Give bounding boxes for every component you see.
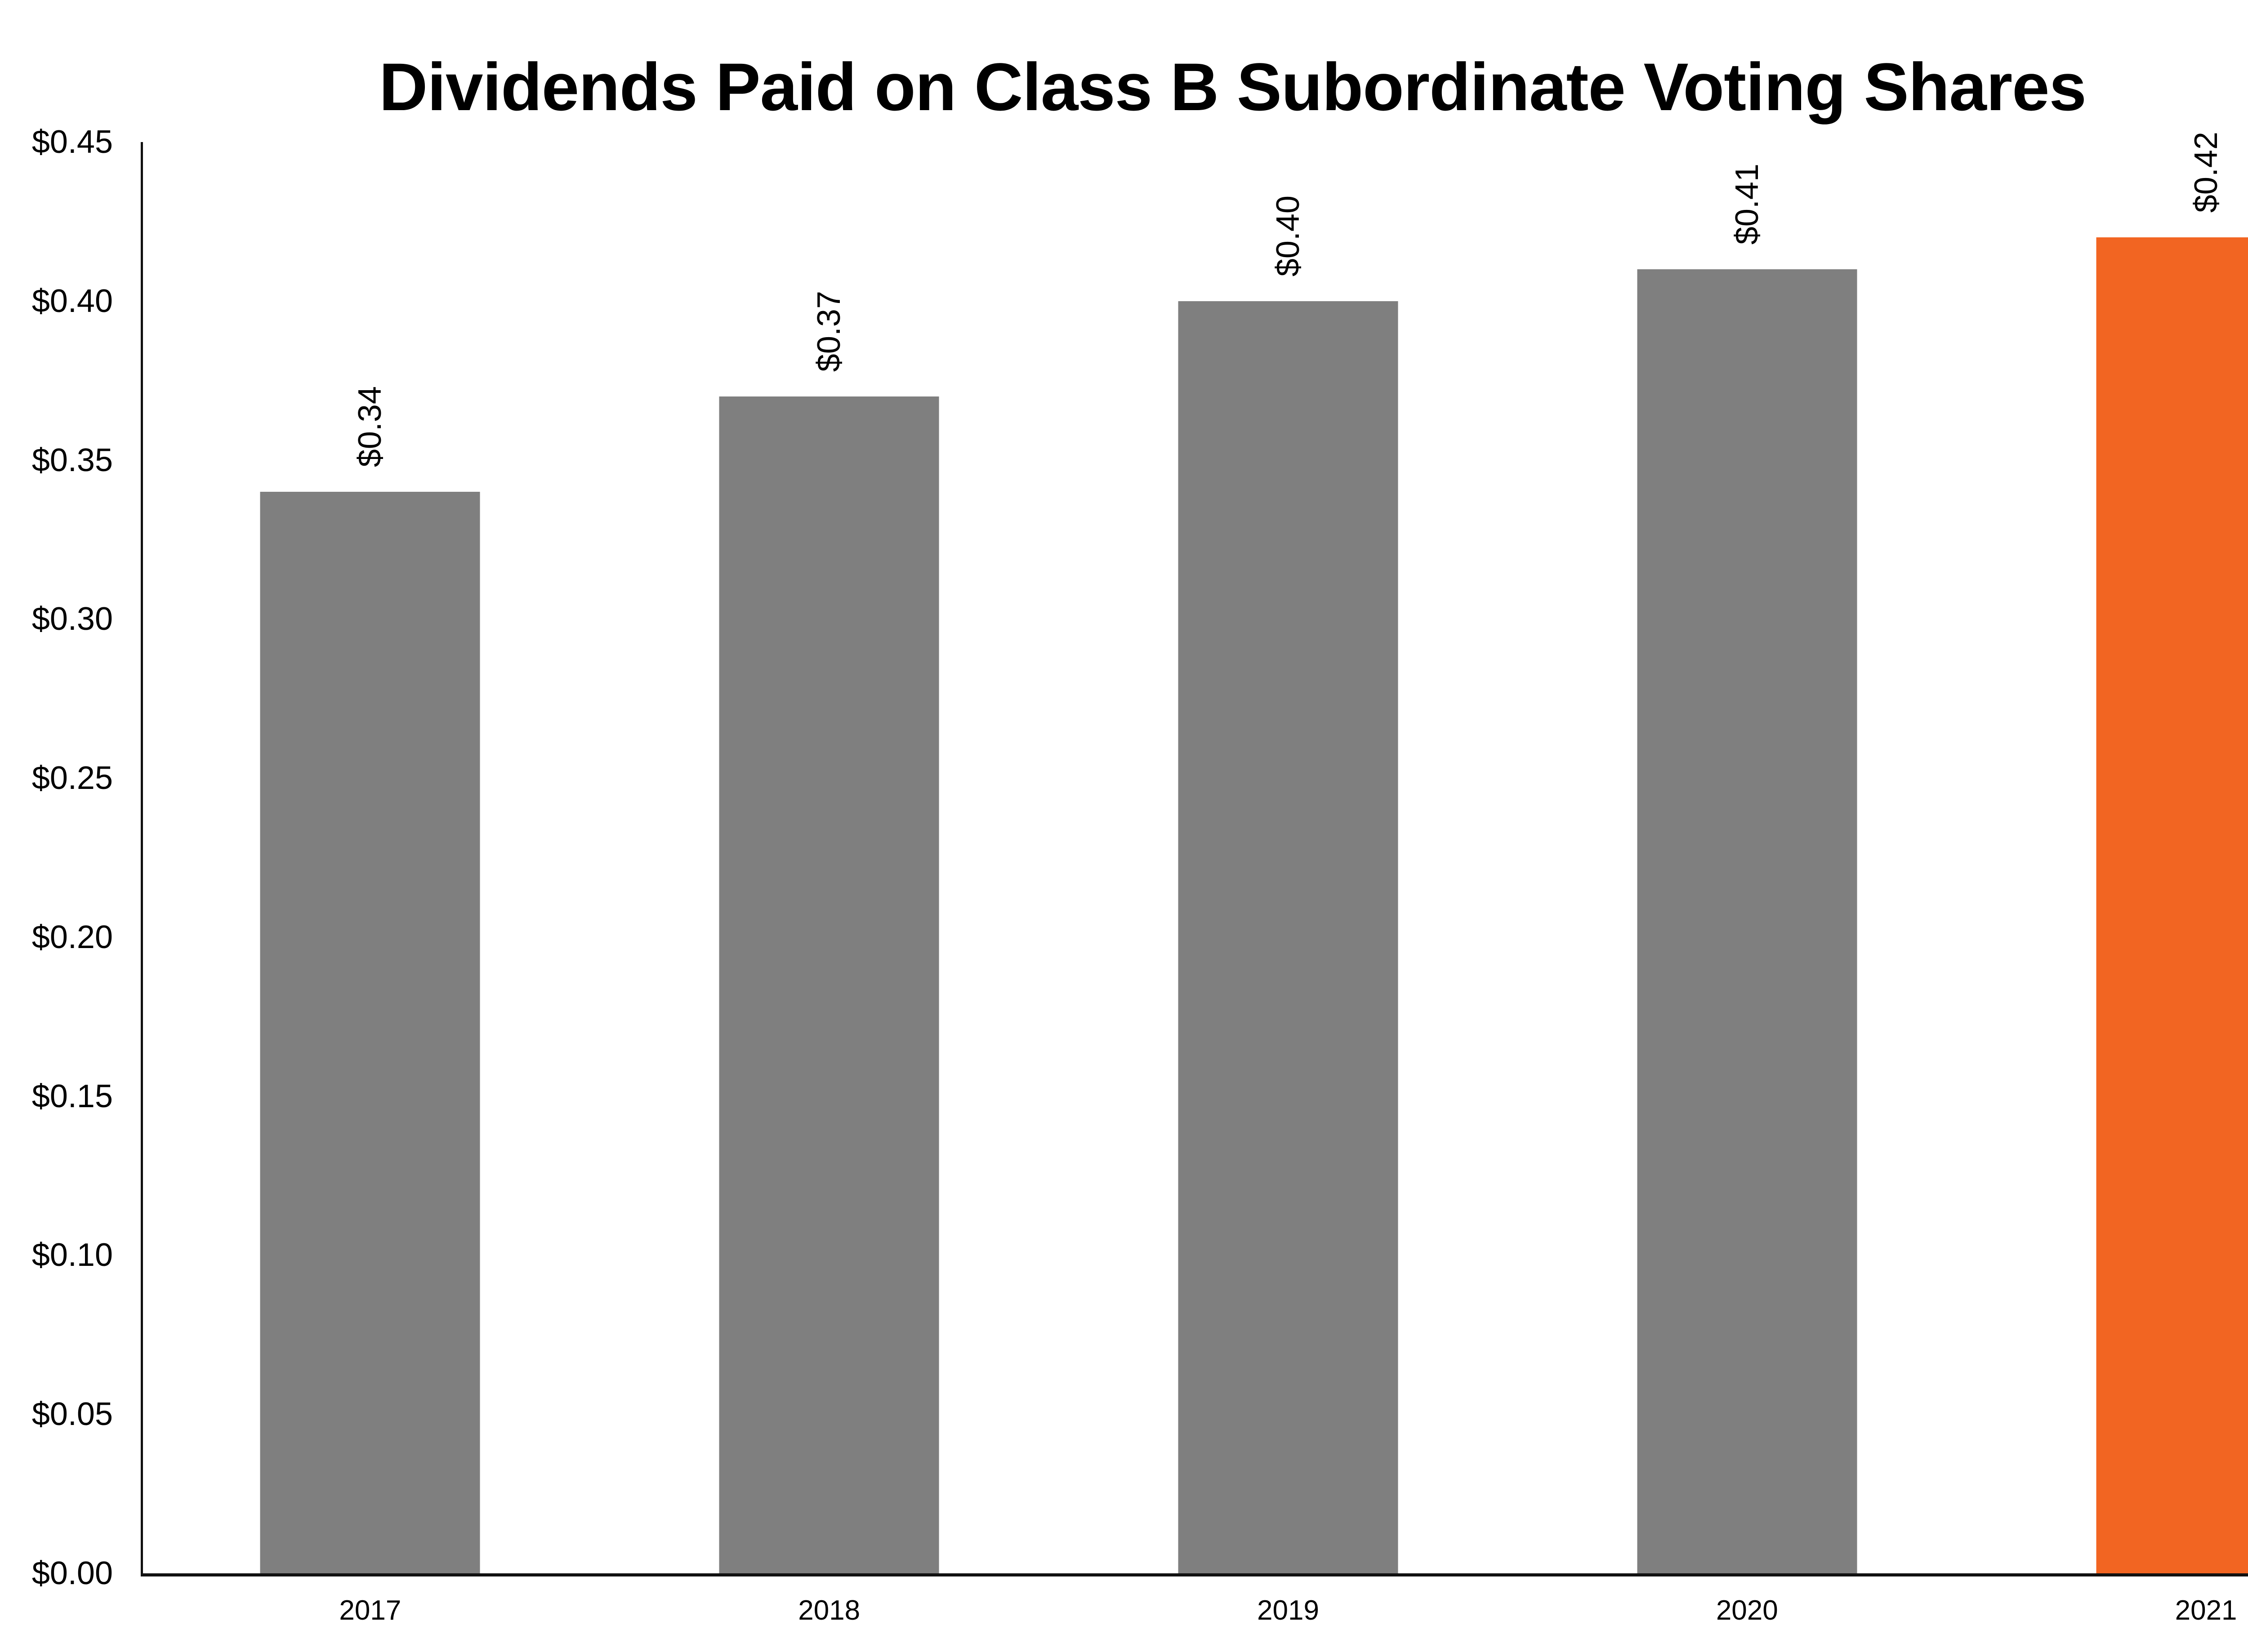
y-tick-label: $0.30 <box>31 601 113 637</box>
y-tick-label: $0.00 <box>31 1555 113 1591</box>
bars-container: $0.34 2017 $0.37 2018 $0.40 2019 $0.41 2020 $0.4… <box>141 132 2248 1625</box>
y-tick-label: $0.45 <box>31 124 113 160</box>
y-tick-label: $0.10 <box>31 1237 113 1274</box>
y-tick-label: $0.15 <box>31 1078 113 1114</box>
bar-column: $0.40 2019 <box>1059 142 1518 1625</box>
bar-value-label: $0.40 <box>1270 195 1306 276</box>
bar-column: $0.42 2021 <box>1976 132 2248 1625</box>
chart-title: Dividends Paid on Class B Subordinate Vo… <box>379 49 2087 125</box>
y-tick-label: $0.40 <box>31 283 113 319</box>
x-tick-label: 2020 <box>1716 1595 1778 1626</box>
y-tick-label: $0.05 <box>31 1396 113 1433</box>
bar-value-label: $0.34 <box>352 386 388 468</box>
x-tick-label: 2019 <box>1257 1595 1319 1626</box>
bar-column: $0.37 2018 <box>600 142 1059 1625</box>
bar-2019 <box>1178 301 1398 1573</box>
bar-column: $0.41 2020 <box>1517 142 1976 1625</box>
bar-value-label: $0.41 <box>1729 163 1765 245</box>
plot-area: $0.00 $0.05 $0.10 $0.15 $0.20 $0.25 $0.30 $0.35… <box>32 126 2248 1625</box>
bar-column: $0.34 2017 <box>141 142 600 1625</box>
y-tick-label: $0.20 <box>31 919 113 955</box>
bar-2017 <box>260 492 480 1573</box>
y-axis-tick-labels: $0.00 $0.05 $0.10 $0.15 $0.20 $0.25 $0.30 $0.35… <box>32 126 2248 1590</box>
bar-value-label: $0.37 <box>811 290 847 372</box>
bar-2020 <box>1637 269 1857 1573</box>
x-tick-label: 2017 <box>339 1595 401 1626</box>
bar-2018 <box>719 396 939 1573</box>
y-tick-label: $0.35 <box>31 442 113 478</box>
bar-value-label: $0.42 <box>2188 132 2224 213</box>
x-tick-label: 2021 <box>2175 1595 2237 1626</box>
x-tick-label: 2018 <box>798 1595 861 1626</box>
y-tick-label: $0.25 <box>31 760 113 797</box>
y-axis-line <box>141 142 143 1576</box>
bar-2021 <box>2096 237 2248 1573</box>
x-axis-line <box>141 1573 2248 1576</box>
